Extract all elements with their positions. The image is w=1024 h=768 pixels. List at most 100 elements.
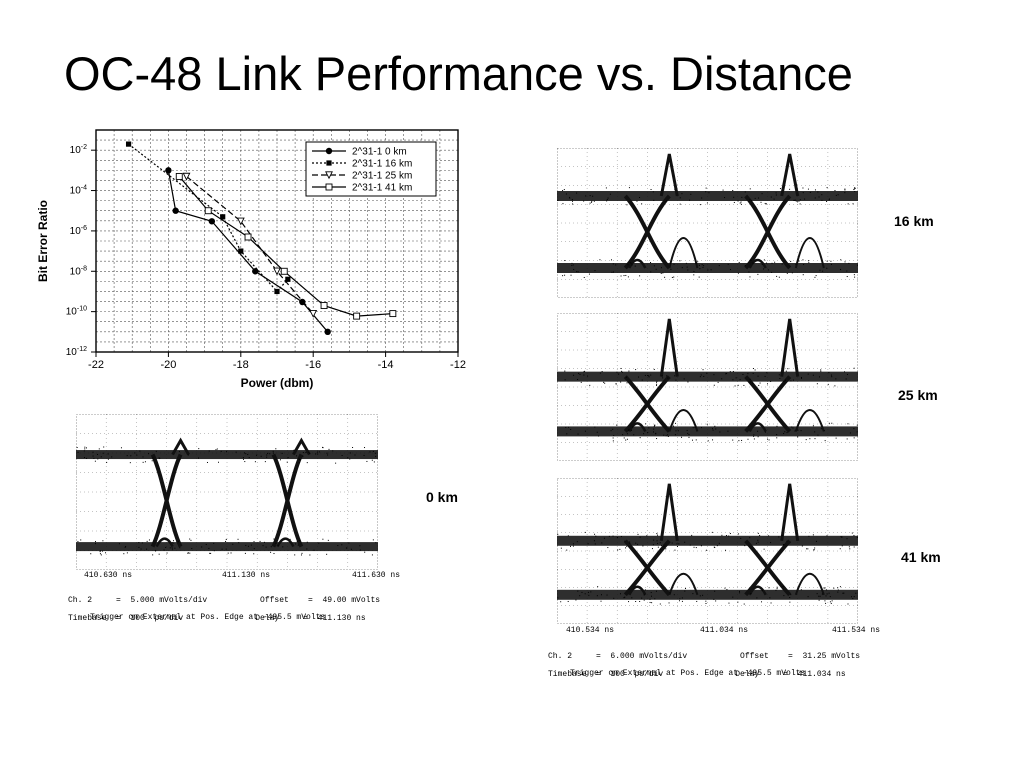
time-label-mid: 411.130 ns xyxy=(222,571,270,580)
noise-dot xyxy=(138,547,139,548)
noise-dot xyxy=(732,190,733,191)
noise-dot xyxy=(719,431,720,432)
noise-dot xyxy=(750,260,751,261)
noise-dot xyxy=(677,546,678,547)
noise-dot xyxy=(561,548,562,549)
noise-dot xyxy=(100,550,101,551)
noise-dot xyxy=(625,547,626,548)
noise-dot xyxy=(803,264,804,265)
noise-dot xyxy=(814,547,815,548)
noise-dot xyxy=(329,449,330,450)
noise-dot xyxy=(762,264,763,265)
noise-dot xyxy=(247,454,248,455)
noise-dot xyxy=(590,195,591,196)
noise-dot xyxy=(617,537,618,538)
noise-dot xyxy=(848,263,849,264)
noise-dot xyxy=(588,595,589,596)
noise-dot xyxy=(327,453,328,454)
noise-dot xyxy=(656,591,657,592)
noise-dot xyxy=(739,591,740,592)
noise-dot xyxy=(821,428,822,429)
noise-dot xyxy=(288,457,289,458)
noise-dot xyxy=(750,593,751,594)
noise-dot xyxy=(641,598,642,599)
noise-dot xyxy=(706,373,707,374)
noise-dot xyxy=(626,377,627,378)
noise-dot xyxy=(646,535,647,536)
noise-dot xyxy=(662,272,663,273)
noise-dot xyxy=(251,545,252,546)
noise-dot xyxy=(783,433,784,434)
noise-dot xyxy=(852,598,853,599)
data-point xyxy=(321,303,327,309)
noise-dot xyxy=(607,595,608,596)
noise-dot xyxy=(738,201,739,202)
noise-dot xyxy=(820,369,821,370)
noise-dot xyxy=(189,539,190,540)
noise-dot xyxy=(630,262,631,263)
noise-dot xyxy=(80,539,81,540)
x-tick-label: -22 xyxy=(88,359,104,371)
noise-dot xyxy=(835,378,836,379)
noise-dot xyxy=(86,447,87,448)
channel-settings: Ch. 2 = 5.000 mVolts/div Offset = 49.00 … xyxy=(68,596,380,605)
noise-dot xyxy=(782,264,783,265)
noise-dot xyxy=(270,552,271,553)
noise-dot xyxy=(770,381,771,382)
noise-dot xyxy=(844,189,845,190)
noise-dot xyxy=(665,548,666,549)
noise-dot xyxy=(817,435,818,436)
noise-dot xyxy=(179,547,180,548)
noise-dot xyxy=(653,540,654,541)
noise-dot xyxy=(309,453,310,454)
noise-dot xyxy=(159,554,160,555)
noise-dot xyxy=(287,462,288,463)
noise-dot xyxy=(578,271,579,272)
data-point xyxy=(205,208,211,214)
noise-dot xyxy=(694,547,695,548)
noise-dot xyxy=(572,203,573,204)
noise-dot xyxy=(830,261,831,262)
noise-dot xyxy=(585,593,586,594)
noise-dot xyxy=(661,273,662,274)
noise-dot xyxy=(299,462,300,463)
noise-dot xyxy=(854,191,855,192)
noise-dot xyxy=(589,274,590,275)
noise-dot xyxy=(756,597,757,598)
noise-dot xyxy=(682,267,683,268)
noise-dot xyxy=(613,263,614,264)
noise-dot xyxy=(299,540,300,541)
noise-dot xyxy=(776,195,777,196)
noise-dot xyxy=(767,383,768,384)
noise-dot xyxy=(226,539,227,540)
noise-dot xyxy=(301,553,302,554)
noise-dot xyxy=(370,451,371,452)
noise-dot xyxy=(275,448,276,449)
noise-dot xyxy=(783,589,784,590)
noise-dot xyxy=(90,553,91,554)
x-tick-label: -14 xyxy=(378,359,394,371)
noise-dot xyxy=(657,543,658,544)
noise-dot xyxy=(305,452,306,453)
noise-dot xyxy=(613,272,614,273)
noise-dot xyxy=(833,588,834,589)
noise-dot xyxy=(663,546,664,547)
noise-dot xyxy=(375,456,376,457)
legend-label: 2^31-1 41 km xyxy=(352,183,412,194)
noise-dot xyxy=(685,588,686,589)
noise-dot xyxy=(564,189,565,190)
noise-dot xyxy=(771,602,772,603)
noise-dot xyxy=(635,266,636,267)
noise-dot xyxy=(299,458,300,459)
noise-dot xyxy=(315,453,316,454)
noise-dot xyxy=(691,535,692,536)
noise-dot xyxy=(589,385,590,386)
noise-dot xyxy=(706,188,707,189)
noise-dot xyxy=(610,194,611,195)
noise-dot xyxy=(650,271,651,272)
y-tick-label: 10-12 xyxy=(66,346,87,358)
noise-dot xyxy=(699,265,700,266)
noise-dot xyxy=(829,423,830,424)
data-point xyxy=(165,167,171,173)
noise-dot xyxy=(802,545,803,546)
